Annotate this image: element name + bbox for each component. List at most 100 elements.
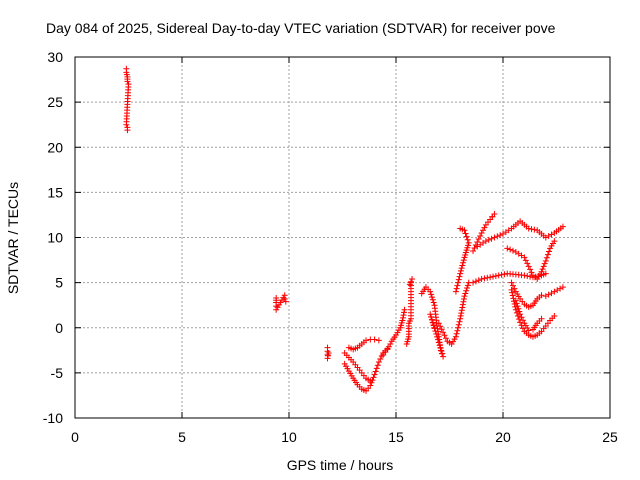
data-point xyxy=(509,292,516,299)
data-point xyxy=(508,286,515,293)
series-high-arc xyxy=(470,211,498,255)
data-point xyxy=(515,305,522,312)
series-upper-13h xyxy=(345,336,382,353)
data-point xyxy=(527,273,534,280)
data-point xyxy=(325,350,332,357)
data-point xyxy=(406,281,413,288)
data-point xyxy=(387,340,394,347)
data-point xyxy=(525,225,532,232)
x-tick-label: 0 xyxy=(71,429,79,445)
data-point xyxy=(427,288,434,295)
data-point xyxy=(439,350,446,357)
data-point xyxy=(434,333,441,340)
data-point xyxy=(509,247,516,254)
data-point xyxy=(542,257,549,264)
data-point xyxy=(378,353,385,360)
data-point xyxy=(407,278,414,285)
data-point xyxy=(428,294,435,301)
axis-ticks xyxy=(74,56,611,419)
data-point xyxy=(488,235,495,242)
data-point xyxy=(516,308,523,315)
data-point xyxy=(545,291,552,298)
data-point xyxy=(481,275,488,282)
y-tick-label: 20 xyxy=(47,139,63,155)
data-point xyxy=(524,273,531,280)
data-point xyxy=(441,332,448,339)
data-point xyxy=(436,342,443,349)
y-axis-label: SDTVAR / TECUs xyxy=(5,182,21,294)
data-point xyxy=(463,287,470,294)
data-point xyxy=(435,339,442,346)
data-point xyxy=(489,213,496,220)
y-tick-labels: -10 -5 0 5 10 15 20 25 30 xyxy=(43,49,63,426)
data-point xyxy=(437,345,444,352)
data-point xyxy=(363,337,370,344)
data-point xyxy=(518,314,525,321)
data-point xyxy=(459,301,466,308)
data-point xyxy=(124,127,131,134)
data-point xyxy=(497,232,504,239)
data-points xyxy=(123,65,566,394)
data-point xyxy=(455,276,462,283)
data-point xyxy=(546,248,553,255)
data-point xyxy=(495,272,502,279)
data-point xyxy=(464,282,471,289)
data-point xyxy=(373,365,380,372)
data-point xyxy=(542,293,549,300)
data-point xyxy=(459,304,466,311)
data-point xyxy=(559,223,566,230)
data-point xyxy=(409,276,416,283)
data-point xyxy=(514,303,521,310)
data-point xyxy=(375,337,382,344)
data-point xyxy=(452,333,459,340)
series-band-mid xyxy=(470,270,549,286)
data-point xyxy=(456,318,463,325)
data-point xyxy=(371,336,378,343)
data-point xyxy=(385,343,392,350)
data-point xyxy=(324,355,331,362)
data-point xyxy=(400,312,407,319)
data-point xyxy=(428,316,435,323)
data-point xyxy=(432,328,439,335)
data-point xyxy=(124,78,131,85)
data-point xyxy=(470,248,477,255)
data-point xyxy=(430,299,437,306)
data-point xyxy=(540,263,547,270)
data-point xyxy=(372,368,379,375)
data-point xyxy=(470,279,477,286)
data-point xyxy=(461,293,468,300)
data-point xyxy=(487,274,494,281)
data-point xyxy=(478,229,485,236)
data-point xyxy=(452,288,459,295)
data-point xyxy=(541,260,548,267)
data-point xyxy=(430,322,437,329)
y-tick-label: 5 xyxy=(55,275,63,291)
data-point xyxy=(551,313,558,320)
data-point xyxy=(455,324,462,331)
series-lower-12.5h xyxy=(341,350,374,384)
data-point xyxy=(440,329,447,336)
data-point xyxy=(399,317,406,324)
data-point xyxy=(480,227,487,234)
data-point xyxy=(545,232,552,239)
data-point xyxy=(465,239,472,246)
data-point xyxy=(325,352,332,359)
data-point xyxy=(544,251,551,258)
data-point xyxy=(458,307,465,314)
data-point xyxy=(542,270,549,277)
data-point xyxy=(528,269,535,276)
y-tick-label: 30 xyxy=(47,49,63,65)
data-point xyxy=(460,295,467,302)
data-point xyxy=(428,291,435,298)
data-point xyxy=(524,260,531,267)
data-point xyxy=(498,271,505,278)
data-point xyxy=(453,285,460,292)
series-descend-1 xyxy=(504,238,558,283)
data-point xyxy=(453,330,460,337)
data-point xyxy=(557,285,564,292)
data-point xyxy=(472,278,479,285)
y-tick-label: 25 xyxy=(47,94,63,110)
data-point xyxy=(442,335,449,342)
data-point xyxy=(455,321,462,328)
